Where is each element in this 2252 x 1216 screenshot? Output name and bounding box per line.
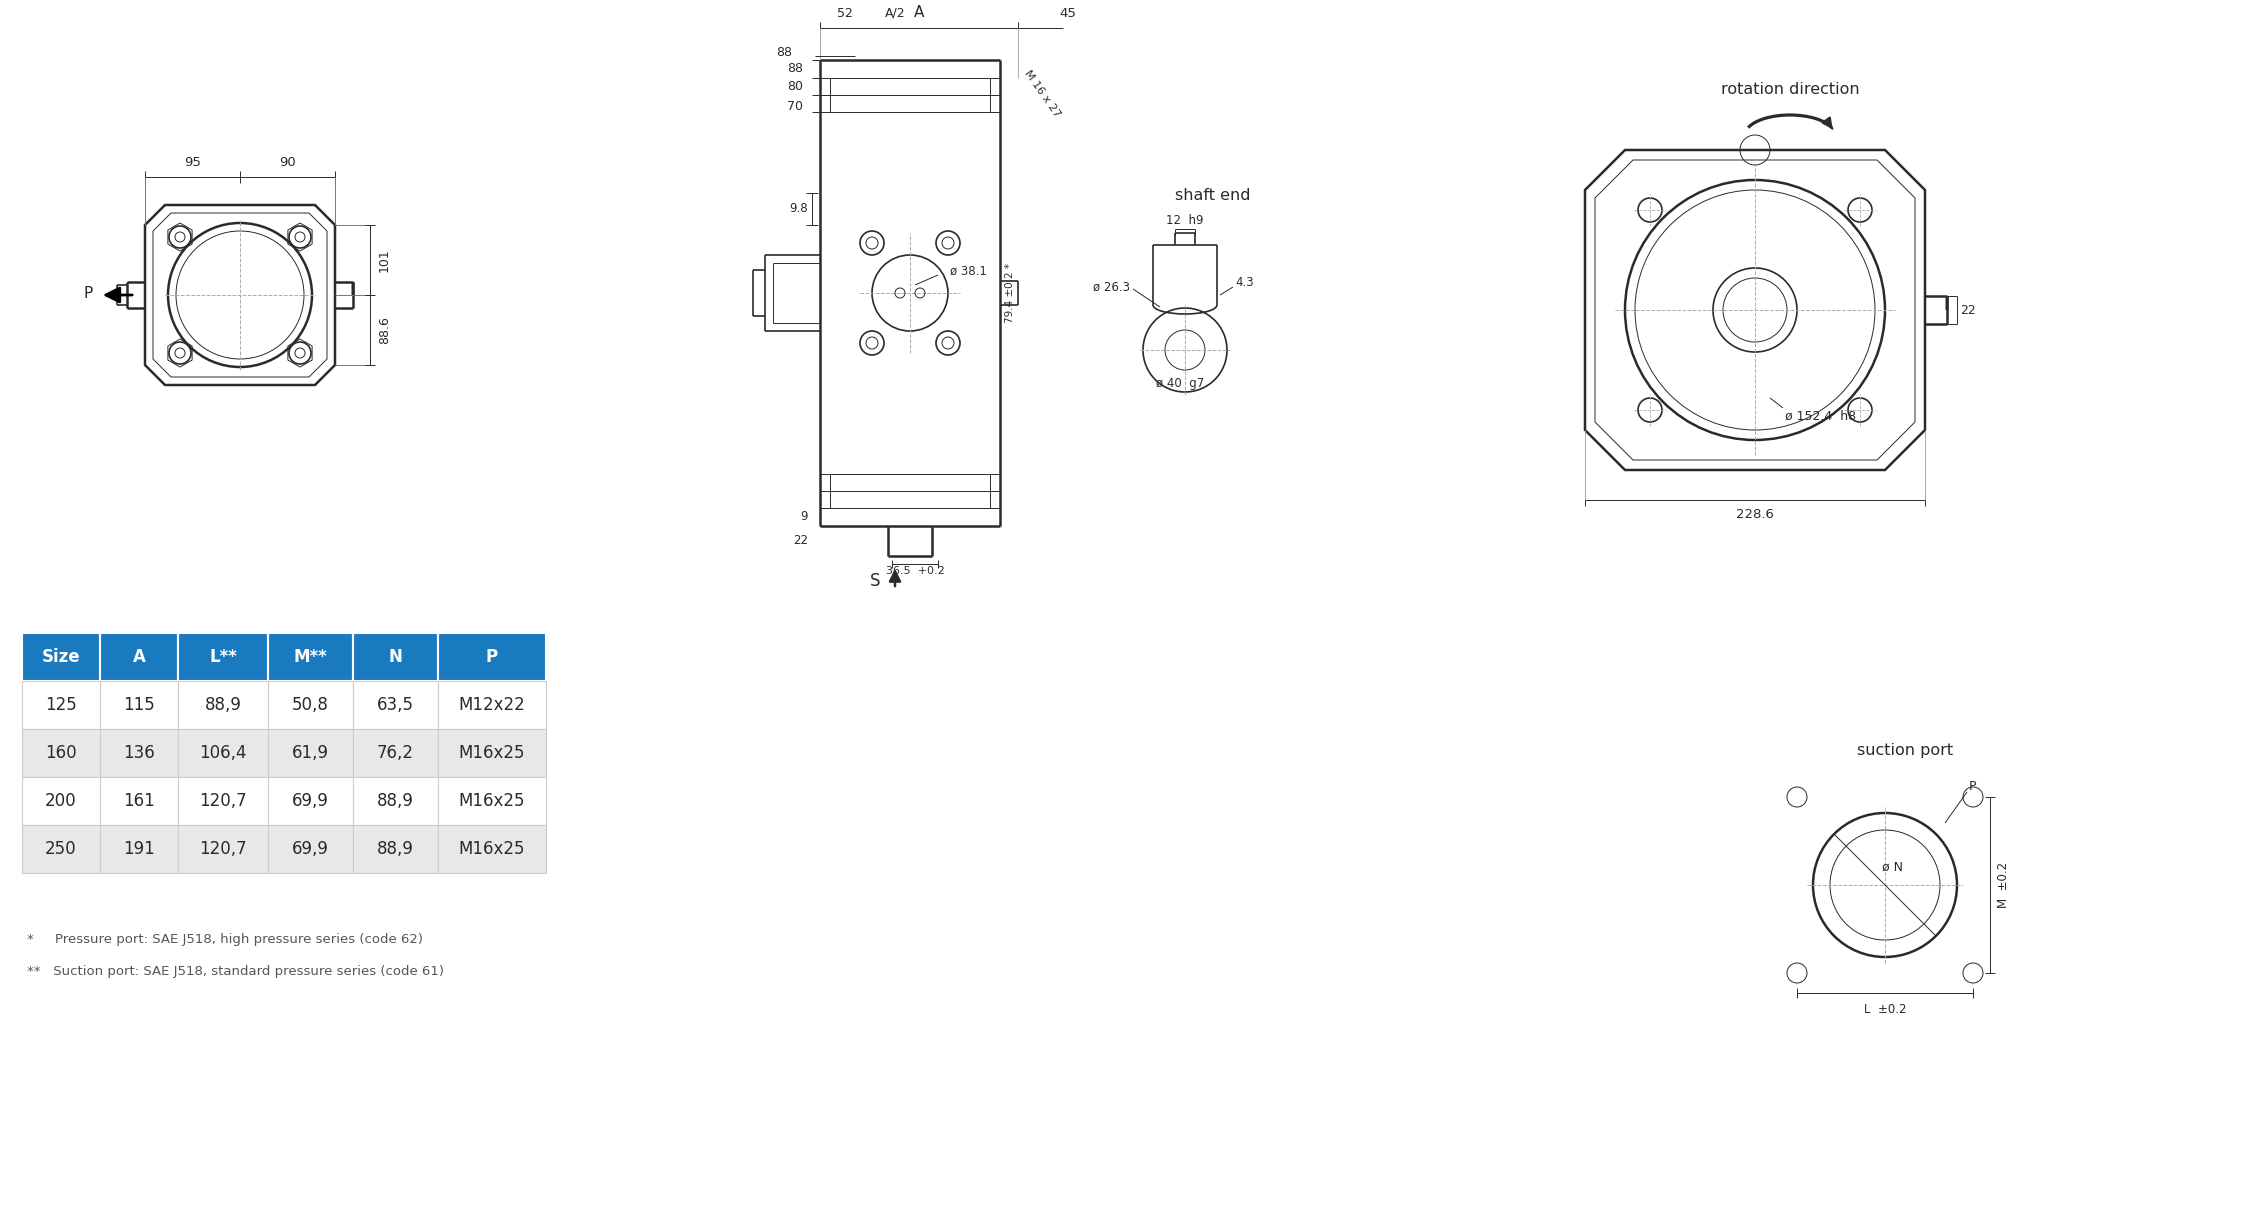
Bar bbox=[23, 634, 99, 681]
Text: 88,9: 88,9 bbox=[376, 840, 414, 858]
Text: ø 26.3: ø 26.3 bbox=[1092, 281, 1131, 293]
Text: 52: 52 bbox=[838, 7, 854, 19]
Text: ø 38.1: ø 38.1 bbox=[950, 265, 986, 277]
Bar bbox=[437, 634, 545, 681]
Text: 88,9: 88,9 bbox=[205, 696, 241, 714]
Text: M**: M** bbox=[293, 648, 327, 666]
Bar bbox=[354, 824, 437, 873]
Text: Size: Size bbox=[43, 648, 81, 666]
Text: L**: L** bbox=[209, 648, 236, 666]
Text: 80: 80 bbox=[786, 80, 804, 94]
Bar bbox=[99, 634, 178, 681]
Bar bbox=[99, 730, 178, 777]
Text: 250: 250 bbox=[45, 840, 77, 858]
Bar bbox=[99, 681, 178, 730]
Text: 191: 191 bbox=[124, 840, 155, 858]
Text: 9: 9 bbox=[799, 511, 808, 524]
Text: N: N bbox=[390, 648, 403, 666]
Text: 61,9: 61,9 bbox=[293, 744, 329, 762]
Bar bbox=[268, 824, 354, 873]
Text: 22: 22 bbox=[1959, 304, 1975, 316]
Text: 95: 95 bbox=[185, 156, 200, 169]
Bar bbox=[23, 777, 99, 824]
Text: 120,7: 120,7 bbox=[198, 840, 248, 858]
Text: 76,2: 76,2 bbox=[376, 744, 414, 762]
Bar bbox=[268, 777, 354, 824]
Text: ø N: ø N bbox=[1883, 861, 1903, 873]
Text: 160: 160 bbox=[45, 744, 77, 762]
Text: 90: 90 bbox=[279, 156, 295, 169]
Text: 63,5: 63,5 bbox=[376, 696, 414, 714]
Text: S: S bbox=[869, 572, 881, 590]
Text: M12x22: M12x22 bbox=[459, 696, 525, 714]
Text: shaft end: shaft end bbox=[1176, 187, 1250, 203]
Text: 88.6: 88.6 bbox=[378, 316, 392, 344]
Bar bbox=[178, 777, 268, 824]
Bar bbox=[268, 634, 354, 681]
Text: M 16 x 27: M 16 x 27 bbox=[1022, 68, 1061, 119]
Bar bbox=[99, 824, 178, 873]
Bar bbox=[268, 730, 354, 777]
Text: A/2: A/2 bbox=[885, 7, 905, 19]
Text: M16x25: M16x25 bbox=[459, 792, 525, 810]
Text: **   Suction port: SAE J518, standard pressure series (code 61): ** Suction port: SAE J518, standard pres… bbox=[27, 966, 444, 978]
Text: 88,9: 88,9 bbox=[376, 792, 414, 810]
Text: 125: 125 bbox=[45, 696, 77, 714]
Bar bbox=[354, 634, 437, 681]
Text: 115: 115 bbox=[124, 696, 155, 714]
Text: 22: 22 bbox=[793, 535, 808, 547]
Bar bbox=[268, 681, 354, 730]
Bar bbox=[354, 681, 437, 730]
Text: 120,7: 120,7 bbox=[198, 792, 248, 810]
Bar bbox=[437, 681, 545, 730]
Text: 106,4: 106,4 bbox=[198, 744, 248, 762]
Bar bbox=[23, 681, 99, 730]
Text: suction port: suction port bbox=[1858, 743, 1952, 758]
Text: 45: 45 bbox=[1058, 7, 1076, 19]
Bar bbox=[437, 730, 545, 777]
Text: 36.5  +0.2: 36.5 +0.2 bbox=[885, 565, 944, 576]
Bar bbox=[437, 777, 545, 824]
Text: ø 152.4  h8: ø 152.4 h8 bbox=[1786, 410, 1856, 423]
Text: 101: 101 bbox=[378, 248, 392, 272]
Bar bbox=[437, 824, 545, 873]
Text: 12  h9: 12 h9 bbox=[1167, 214, 1205, 227]
Bar bbox=[178, 824, 268, 873]
Bar bbox=[23, 730, 99, 777]
Text: M  ±0.2: M ±0.2 bbox=[1998, 862, 2011, 908]
Text: 161: 161 bbox=[124, 792, 155, 810]
Text: 9.8: 9.8 bbox=[790, 202, 808, 214]
Text: L  ±0.2: L ±0.2 bbox=[1865, 1003, 1905, 1017]
Bar bbox=[178, 681, 268, 730]
Text: 88: 88 bbox=[777, 45, 793, 58]
Text: 50,8: 50,8 bbox=[293, 696, 329, 714]
Text: 88: 88 bbox=[786, 62, 804, 75]
Text: M16x25: M16x25 bbox=[459, 840, 525, 858]
Text: 79.4 ±0.2 *: 79.4 ±0.2 * bbox=[1004, 263, 1016, 323]
Text: *     Pressure port: SAE J518, high pressure series (code 62): * Pressure port: SAE J518, high pressure… bbox=[27, 933, 423, 946]
Text: A: A bbox=[133, 648, 146, 666]
Text: P: P bbox=[486, 648, 498, 666]
Text: 200: 200 bbox=[45, 792, 77, 810]
Text: ø 40  g7: ø 40 g7 bbox=[1155, 377, 1205, 390]
Text: 4.3: 4.3 bbox=[1234, 276, 1254, 289]
Text: 69,9: 69,9 bbox=[293, 840, 329, 858]
Text: M16x25: M16x25 bbox=[459, 744, 525, 762]
Text: P: P bbox=[1968, 781, 1977, 794]
Bar bbox=[354, 777, 437, 824]
Text: A: A bbox=[914, 5, 923, 19]
Text: 228.6: 228.6 bbox=[1736, 508, 1775, 520]
Bar bbox=[178, 730, 268, 777]
Bar bbox=[99, 777, 178, 824]
Bar bbox=[354, 730, 437, 777]
Text: 136: 136 bbox=[124, 744, 155, 762]
Bar bbox=[178, 634, 268, 681]
Bar bbox=[23, 824, 99, 873]
Text: rotation direction: rotation direction bbox=[1721, 83, 1860, 97]
Text: P: P bbox=[83, 286, 92, 300]
Text: 70: 70 bbox=[786, 100, 804, 113]
Text: 69,9: 69,9 bbox=[293, 792, 329, 810]
